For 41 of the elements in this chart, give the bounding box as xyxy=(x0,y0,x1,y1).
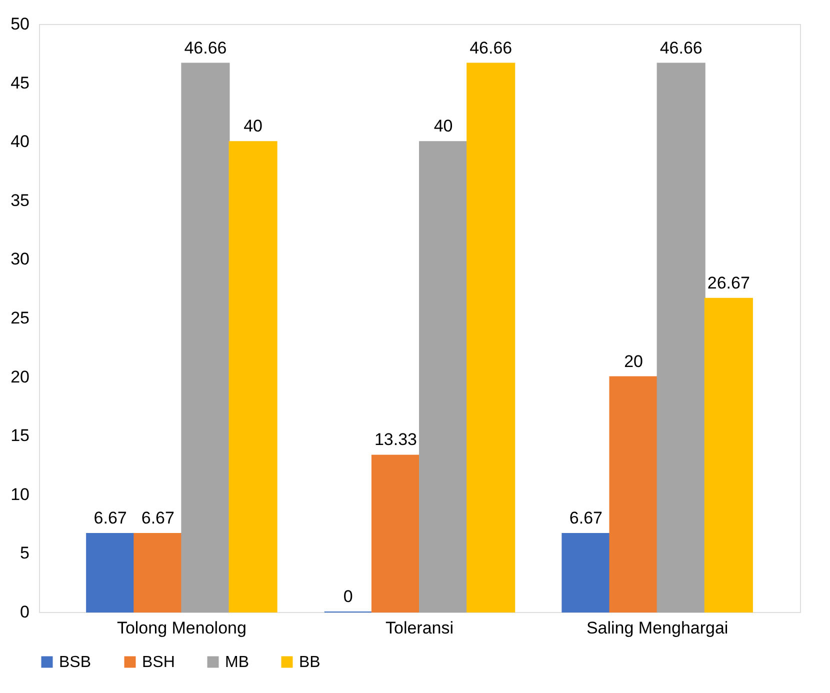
legend-label: MB xyxy=(225,654,249,671)
data-label: 26.67 xyxy=(707,273,750,292)
data-label: 46.66 xyxy=(470,38,512,58)
data-label: 0 xyxy=(343,587,353,606)
y-tick-label: 0 xyxy=(20,602,30,622)
bar xyxy=(562,533,610,612)
y-tick-label: 50 xyxy=(10,14,30,34)
bar xyxy=(704,298,753,612)
data-label: 46.66 xyxy=(184,38,227,58)
data-label: 6.67 xyxy=(569,508,603,528)
y-tick-label: 45 xyxy=(10,73,30,92)
bar xyxy=(371,454,420,612)
x-tick-label: Tolong Menolong xyxy=(116,618,246,638)
y-tick-label: 40 xyxy=(10,132,30,152)
data-label: 6.67 xyxy=(141,508,174,528)
bar xyxy=(419,141,468,612)
y-tick-label: 15 xyxy=(10,426,30,446)
bar xyxy=(466,62,516,612)
y-tick-label: 20 xyxy=(10,367,30,386)
data-label: 20 xyxy=(624,352,643,371)
bar xyxy=(181,62,230,612)
legend-label: BSB xyxy=(59,654,92,671)
x-tick-label: Toleransi xyxy=(385,618,454,638)
y-tick-label: 30 xyxy=(10,250,30,269)
y-tick-label: 5 xyxy=(20,544,30,563)
data-label: 40 xyxy=(244,116,262,136)
data-label: 40 xyxy=(434,116,453,136)
y-tick-label: 25 xyxy=(10,308,30,328)
bar xyxy=(134,533,182,612)
data-label: 13.33 xyxy=(374,430,417,450)
bar xyxy=(228,141,278,612)
y-tick-label: 35 xyxy=(10,190,30,210)
data-label: 6.67 xyxy=(94,508,127,528)
bar xyxy=(86,533,135,612)
x-tick-label: Saling Menghargai xyxy=(586,618,728,638)
bar xyxy=(609,376,658,612)
bar xyxy=(656,62,706,612)
legend-label: BSH xyxy=(142,654,175,671)
y-tick-label: 10 xyxy=(10,484,30,504)
legend-label: BB xyxy=(299,654,320,671)
data-label: 46.66 xyxy=(660,38,702,58)
